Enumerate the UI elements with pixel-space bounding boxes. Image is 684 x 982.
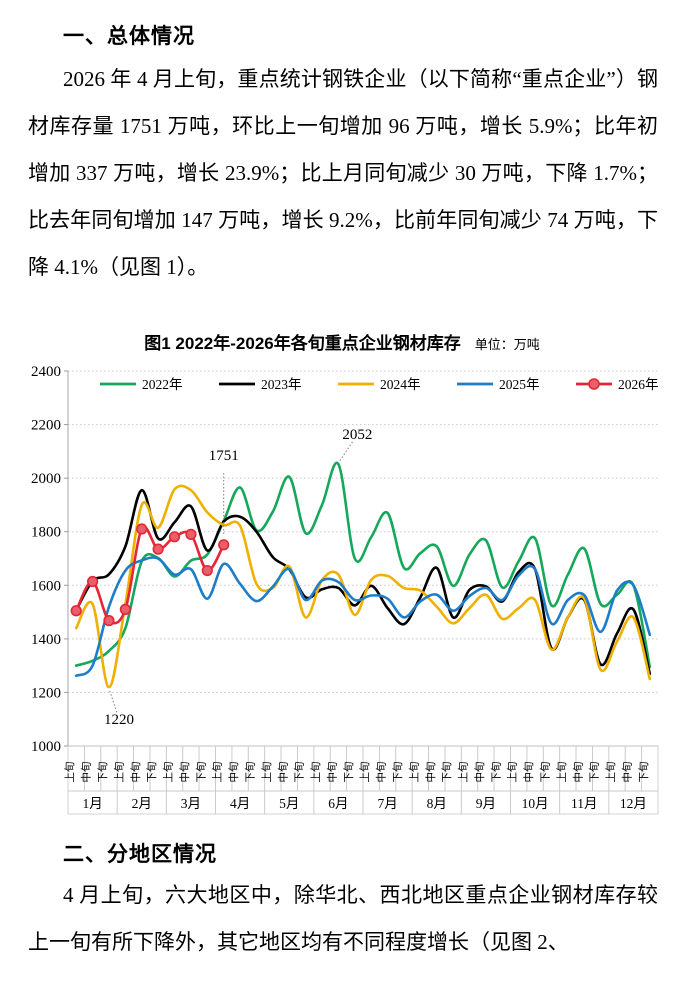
x-axis-month-label: 2月 xyxy=(132,796,152,811)
legend-label-2025年: 2025年 xyxy=(499,377,540,392)
x-axis-month-label: 10月 xyxy=(522,796,549,811)
annotation-leader xyxy=(109,690,118,713)
annotation-2052: 2052 xyxy=(342,427,372,443)
series-line-2024年 xyxy=(74,484,652,689)
x-axis-period-label: 下旬 xyxy=(440,762,453,783)
regions-paragraph: 4 月上旬，六大地区中，除华北、西北地区重点企业钢材库存较上一旬有所下降外，其它… xyxy=(28,872,658,966)
x-axis-period-label: 上旬 xyxy=(407,762,420,783)
x-axis-period-label: 中旬 xyxy=(178,762,191,783)
y-axis-label: 1800 xyxy=(31,525,61,541)
series-marker-2026年 xyxy=(119,603,131,615)
legend-label-2023年: 2023年 xyxy=(261,377,302,392)
y-axis-label: 2000 xyxy=(31,471,61,487)
month-cell xyxy=(608,790,659,815)
x-axis-period-label: 上旬 xyxy=(162,762,175,783)
x-axis-period-label: 下旬 xyxy=(293,762,306,783)
x-axis-period-label: 中旬 xyxy=(129,762,142,783)
legend-label-2024年: 2024年 xyxy=(380,377,421,392)
y-axis-label: 1600 xyxy=(31,578,61,594)
x-axis-month-label: 6月 xyxy=(328,796,348,811)
x-axis-period-label: 上旬 xyxy=(604,762,617,783)
regions-paragraph-text: 4 月上旬，六大地区中，除华北、西北地区重点企业钢材库存较上一旬有所下降外，其它… xyxy=(28,883,658,954)
x-axis-period-label: 上旬 xyxy=(555,762,568,783)
figure1-unit-label: 单位：万吨 xyxy=(474,337,540,352)
figure1-caption: 图1 2022年-2026年各旬重点企业钢材库存 单位：万吨 xyxy=(0,329,684,354)
x-axis-period-label: 下旬 xyxy=(342,762,355,783)
legend-label-2022年: 2022年 xyxy=(142,377,183,392)
y-axis-label: 1200 xyxy=(31,685,61,701)
overview-paragraph-text: 2026 年 4 月上旬，重点统计钢铁企业（以下简称“重点企业”）钢材库存量 1… xyxy=(28,67,658,279)
overview-paragraph: 2026 年 4 月上旬，重点统计钢铁企业（以下简称“重点企业”）钢材库存量 1… xyxy=(28,56,658,291)
x-axis-period-label: 上旬 xyxy=(309,762,322,783)
x-axis-month-label: 8月 xyxy=(427,796,447,811)
series-line-2026年 xyxy=(74,525,225,625)
annotation-leader xyxy=(339,439,355,461)
x-axis-period-label: 中旬 xyxy=(227,762,240,783)
x-axis-period-label: 中旬 xyxy=(522,762,535,783)
y-axis-label: 1400 xyxy=(31,632,61,648)
x-axis-period-label: 中旬 xyxy=(473,762,486,783)
series-marker-2026年 xyxy=(201,564,213,577)
x-axis-period-label: 下旬 xyxy=(145,762,158,783)
x-axis-period-label: 中旬 xyxy=(276,762,289,783)
series-line-2022年 xyxy=(74,461,652,669)
series-marker-2026年 xyxy=(185,528,197,540)
y-axis-label: 2200 xyxy=(31,418,61,434)
x-axis-month-label: 1月 xyxy=(82,796,102,811)
x-axis-period-label: 中旬 xyxy=(375,762,388,783)
x-axis-period-label: 下旬 xyxy=(637,762,650,783)
x-axis-period-label: 下旬 xyxy=(538,762,551,783)
series-marker-2026年 xyxy=(218,539,230,551)
x-axis-period-label: 下旬 xyxy=(391,762,404,783)
annotation-1751: 1751 xyxy=(209,448,239,464)
x-axis-period-label: 上旬 xyxy=(358,762,371,783)
legend-marker-2026年 xyxy=(588,378,600,390)
figure1-title: 图1 2022年-2026年各旬重点企业钢材库存 xyxy=(144,334,461,353)
x-axis-period-label: 中旬 xyxy=(571,762,584,783)
x-axis-period-label: 下旬 xyxy=(96,762,109,783)
x-axis-month-label: 9月 xyxy=(476,796,496,811)
x-axis-period-label: 下旬 xyxy=(194,762,207,783)
x-axis-period-label: 中旬 xyxy=(424,762,437,783)
series-marker-2026年 xyxy=(86,575,99,588)
annotation-1220: 1220 xyxy=(104,712,134,728)
x-axis-period-label: 上旬 xyxy=(112,762,125,783)
x-axis-month-label: 11月 xyxy=(571,796,598,811)
x-axis-period-label: 上旬 xyxy=(63,762,76,783)
x-axis-month-label: 7月 xyxy=(377,796,397,811)
x-axis-period-label: 中旬 xyxy=(325,762,338,783)
x-axis-period-label: 下旬 xyxy=(243,762,256,783)
series-marker-2026年 xyxy=(70,605,82,617)
legend-label-2026年: 2026年 xyxy=(618,377,659,392)
series-marker-2026年 xyxy=(152,543,164,555)
x-axis-month-label: 12月 xyxy=(620,796,647,811)
x-axis-month-label: 4月 xyxy=(230,796,250,811)
x-axis-period-label: 上旬 xyxy=(260,762,273,783)
series-marker-2026年 xyxy=(103,615,115,627)
x-axis-month-label: 5月 xyxy=(279,796,299,811)
y-axis-label: 2400 xyxy=(31,364,61,380)
section-heading-overview: 一、总体情况 xyxy=(63,25,195,48)
x-axis-period-label: 上旬 xyxy=(457,762,470,783)
y-axis-label: 1000 xyxy=(31,739,61,755)
x-axis-period-label: 下旬 xyxy=(588,762,601,783)
x-axis-period-label: 下旬 xyxy=(489,762,502,783)
x-axis-month-label: 3月 xyxy=(181,796,201,811)
series-marker-2026年 xyxy=(136,523,148,535)
series-marker-2026年 xyxy=(168,531,181,543)
section-heading-regions: 二、分地区情况 xyxy=(63,843,217,866)
series-line-2025年 xyxy=(74,556,652,678)
x-axis-period-label: 中旬 xyxy=(80,762,93,783)
x-axis-period-label: 中旬 xyxy=(620,762,633,783)
x-axis-period-label: 上旬 xyxy=(506,762,519,783)
x-axis-period-label: 上旬 xyxy=(211,762,224,783)
